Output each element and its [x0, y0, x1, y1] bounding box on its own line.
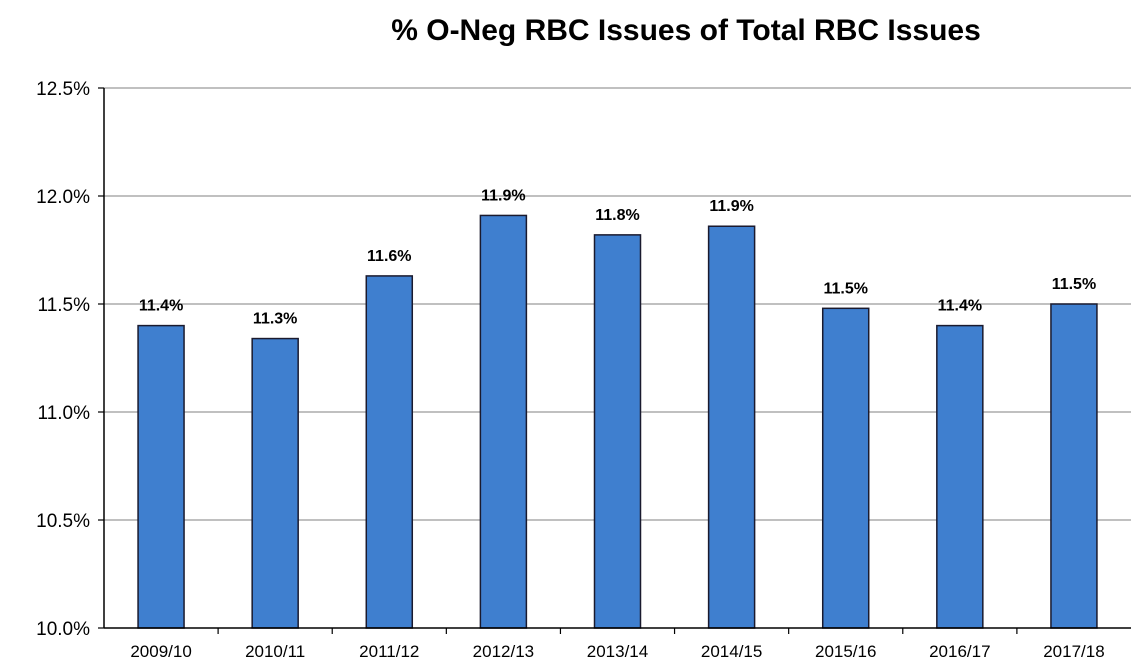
data-label: 11.4% [139, 298, 183, 315]
bar-2016-17 [936, 324, 984, 629]
y-axis-tick-labels: 10.0% 10.5% 11.0% 11.5% 12.0% 12.5% [36, 79, 90, 640]
x-tick-label: 2009/10 [130, 642, 191, 661]
y-tick-label: 12.0% [36, 187, 90, 208]
bar-2014-15 [707, 225, 756, 629]
data-label: 11.6% [367, 248, 411, 265]
data-label: 11.4% [938, 298, 982, 315]
data-label: 11.5% [1052, 276, 1096, 293]
x-tick-label: 2015/16 [815, 642, 876, 661]
x-tick-label: 2010/11 [245, 642, 305, 661]
data-label: 11.3% [253, 311, 297, 328]
data-label: 11.9% [481, 187, 525, 204]
chart-title: % O-Neg RBC Issues of Total RBC Issues [391, 14, 981, 47]
bar-2012-13 [479, 214, 528, 629]
y-tick-label: 11.5% [38, 295, 91, 316]
y-tick-label: 10.5% [36, 511, 90, 532]
data-label: 11.9% [709, 198, 753, 215]
y-tick-label: 12.5% [36, 79, 90, 100]
x-tick-label: 2017/18 [1043, 642, 1104, 661]
bar-2009-10 [137, 324, 185, 629]
data-labels: 11.4% 11.3% 11.6% 11.9% 11.8% 11.9% 11.5% 11.4%… [139, 187, 1096, 327]
bar-2015-16 [821, 307, 870, 629]
x-tick-label: 2012/13 [473, 642, 534, 661]
axes [103, 88, 1131, 629]
x-tick-label: 2014/15 [701, 642, 762, 661]
y-tick-label: 10.0% [36, 619, 90, 640]
data-label: 11.8% [595, 207, 639, 224]
x-axis-tick-labels: 2009/10 2010/11 2011/12 2012/13 2013/14 2014/… [130, 628, 1105, 661]
data-label: 11.5% [823, 280, 867, 297]
bars [137, 214, 1098, 629]
y-tick-label: 11.0% [38, 403, 91, 424]
bar-2017-18 [1050, 303, 1098, 629]
bar-2011-12 [365, 275, 414, 629]
x-tick-label: 2011/12 [359, 642, 419, 661]
bar-2013-14 [593, 234, 642, 629]
x-tick-label: 2016/17 [929, 642, 990, 661]
bar-2010-11 [251, 337, 299, 629]
x-tick-label: 2013/14 [587, 642, 648, 661]
